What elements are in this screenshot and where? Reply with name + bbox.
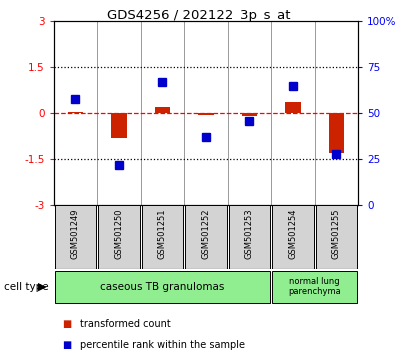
- Bar: [142, 205, 183, 269]
- Bar: [185, 205, 227, 269]
- Text: ■: ■: [62, 340, 71, 350]
- Bar: [55, 271, 270, 303]
- Text: transformed count: transformed count: [80, 319, 170, 329]
- Bar: [55, 205, 96, 269]
- Bar: [272, 205, 314, 269]
- Text: percentile rank within the sample: percentile rank within the sample: [80, 340, 245, 350]
- Bar: [285, 102, 300, 113]
- Text: GSM501255: GSM501255: [332, 209, 341, 259]
- Text: GSM501254: GSM501254: [289, 209, 297, 259]
- Text: ■: ■: [62, 319, 71, 329]
- Text: ▶: ▶: [37, 282, 46, 292]
- Text: GSM501252: GSM501252: [201, 209, 211, 259]
- Text: GSM501249: GSM501249: [71, 209, 80, 259]
- Bar: [98, 205, 140, 269]
- Bar: [272, 271, 357, 303]
- Bar: [198, 113, 214, 115]
- Bar: [228, 205, 270, 269]
- Text: GSM501251: GSM501251: [158, 209, 167, 259]
- Text: normal lung
parenchyma: normal lung parenchyma: [288, 277, 341, 296]
- Text: GSM501250: GSM501250: [115, 209, 123, 259]
- Text: caseous TB granulomas: caseous TB granulomas: [100, 282, 224, 292]
- Bar: [155, 107, 170, 113]
- Text: cell type: cell type: [4, 282, 49, 292]
- Bar: [316, 205, 357, 269]
- Bar: [68, 112, 83, 113]
- Text: GSM501253: GSM501253: [245, 209, 254, 259]
- Bar: [329, 113, 344, 153]
- Bar: [111, 113, 127, 138]
- Bar: [242, 113, 257, 116]
- Text: GDS4256 / 202122_3p_s_at: GDS4256 / 202122_3p_s_at: [107, 9, 291, 22]
